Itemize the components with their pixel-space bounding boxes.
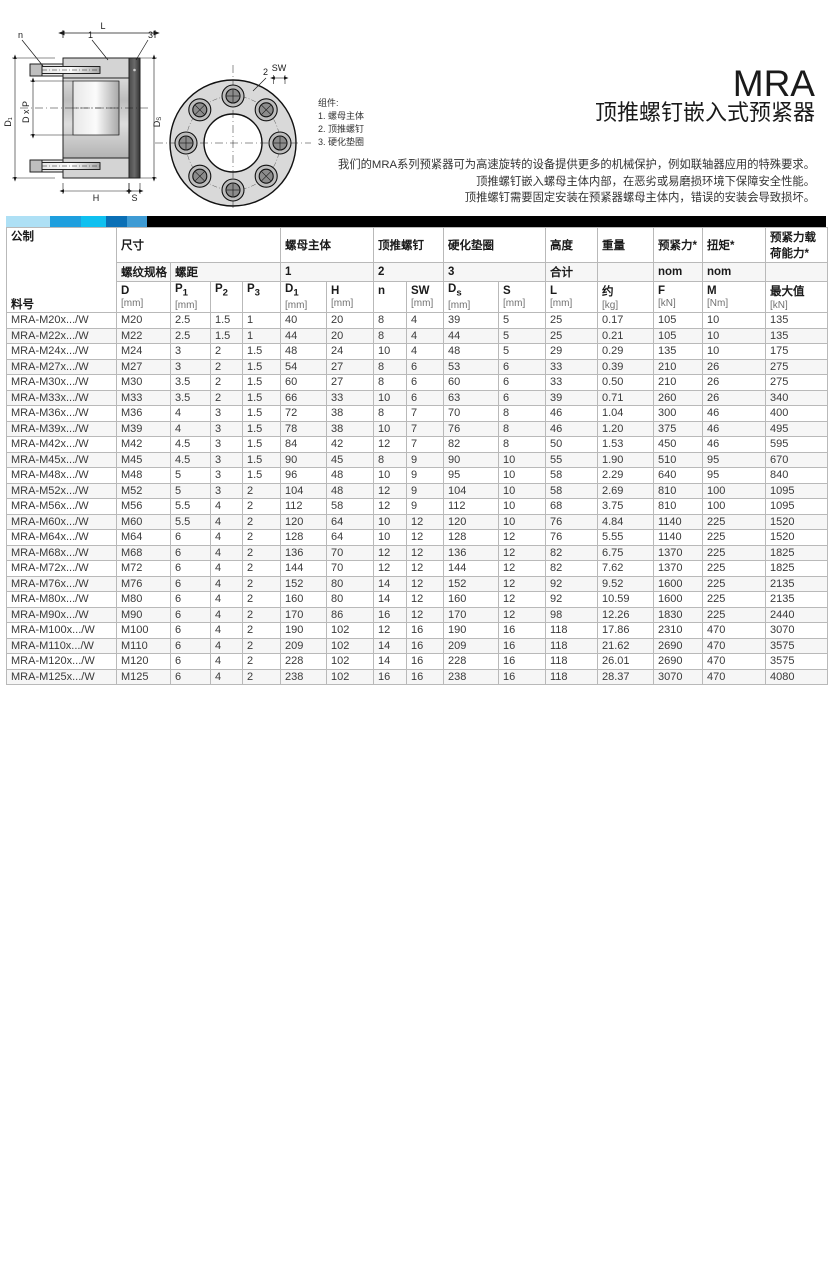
svg-text:3: 3 [148,30,153,40]
svg-text:SW: SW [272,63,287,73]
svg-text:D x P: D x P [21,101,31,123]
svg-text:H: H [93,193,100,203]
svg-text:D₁: D₁ [3,117,13,127]
svg-text:1: 1 [88,30,93,40]
svg-text:n: n [18,30,23,40]
svg-text:DS: DS [152,117,163,128]
svg-text:S: S [131,193,137,203]
svg-text:2: 2 [263,67,268,77]
svg-text:L: L [100,21,105,31]
